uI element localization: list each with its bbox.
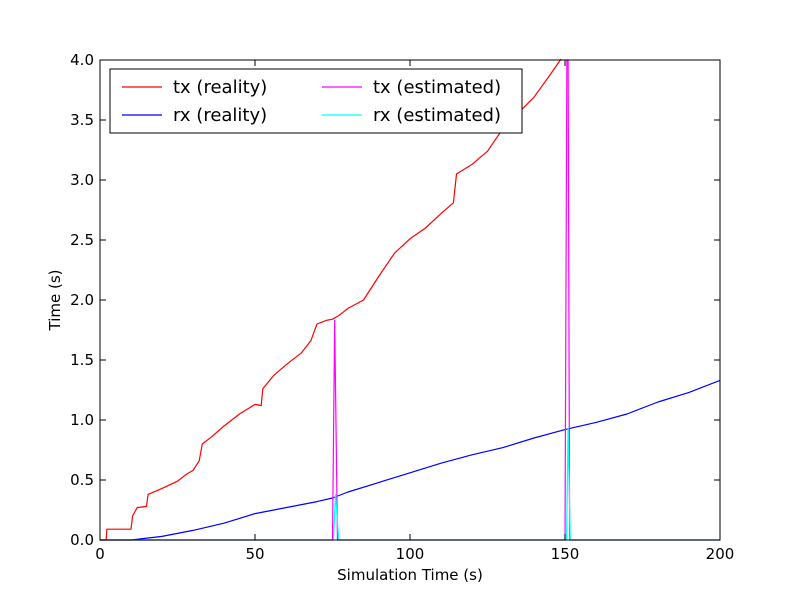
- x-tick-label: 50: [245, 545, 264, 563]
- legend-box: [109, 68, 523, 134]
- y-tick-label: 2.5: [70, 231, 94, 249]
- legend-label-tx-estimated: tx (estimated): [373, 77, 501, 98]
- legend-label-rx-reality: rx (reality): [173, 105, 267, 126]
- x-tick-label: 100: [396, 545, 425, 563]
- y-tick-label: 2.0: [70, 291, 94, 309]
- y-tick-label: 1.5: [70, 351, 94, 369]
- y-tick-label: 0.5: [70, 471, 94, 489]
- x-tick-label: 0: [95, 545, 105, 563]
- x-tick-label: 150: [551, 545, 580, 563]
- axis-ticks: 0 50 100 150 200 0.0 0.5 1.0 1.5 2.0 2.5 3.0 3.5 4.0: [70, 51, 734, 563]
- y-tick-label: 4.0: [70, 51, 94, 69]
- series-line-tx-reality: [100, 59, 562, 541]
- y-tick-label: 3.5: [70, 111, 94, 129]
- x-axis-label: Simulation Time (s): [337, 566, 483, 584]
- y-axis-label: Time (s): [46, 270, 64, 332]
- legend: tx (reality) rx (reality) tx (estimated) rx…: [109, 68, 523, 134]
- legend-label-rx-estimated: rx (estimated): [373, 105, 501, 126]
- y-tick-label: 1.0: [70, 411, 94, 429]
- x-tick-label: 200: [706, 545, 735, 563]
- legend-label-tx-reality: tx (reality): [173, 77, 267, 98]
- series-line-rx-reality: [100, 379, 720, 541]
- series-line-rx-estimated: [100, 427, 720, 541]
- y-tick-label: 0.0: [70, 531, 94, 549]
- y-tick-label: 3.0: [70, 171, 94, 189]
